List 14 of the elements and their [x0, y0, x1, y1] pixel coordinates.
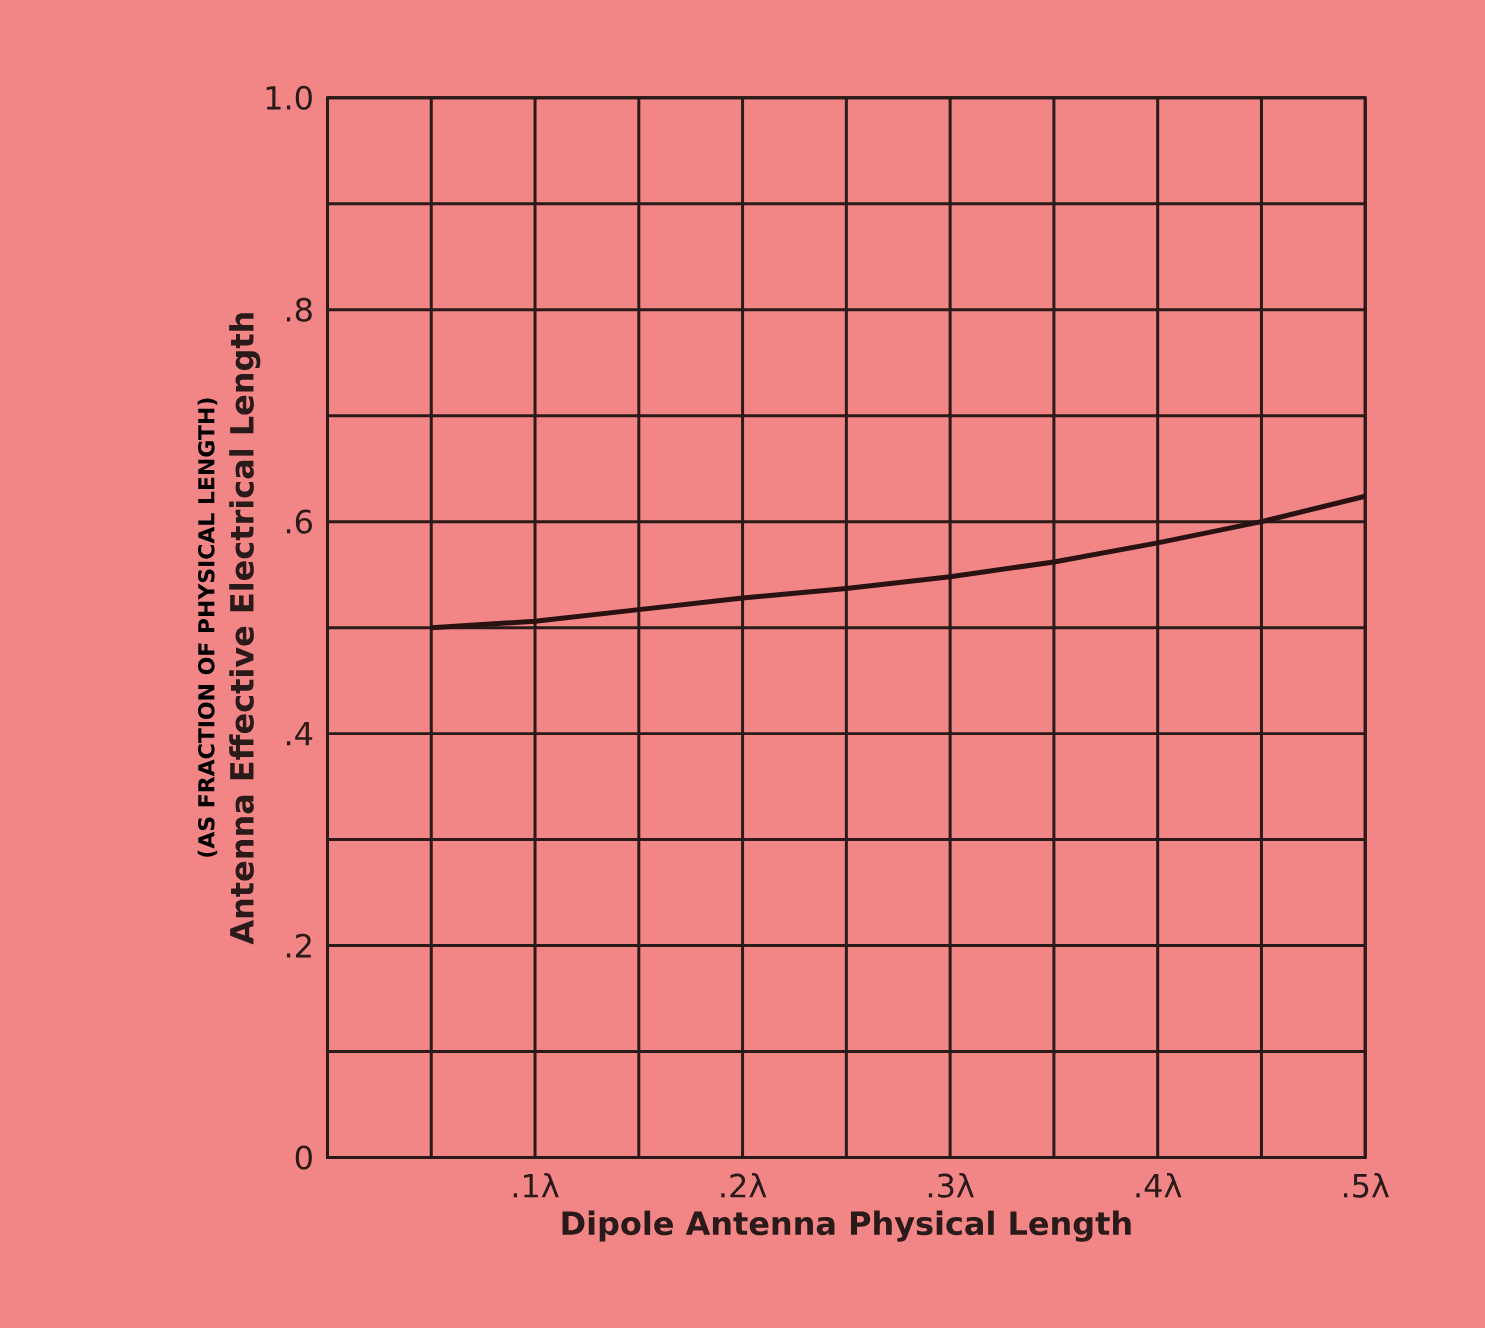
x-tick-label: .3λ [928, 1172, 974, 1198]
text: (AS FRACTION OF PHYSICAL LENGTH) [197, 398, 218, 857]
y-tick-label: .2 [286, 933, 311, 958]
x-tick-label: .2λ [721, 1172, 767, 1198]
x-tick-label: .5λ [1343, 1172, 1389, 1198]
y-tick-label: 0 [295, 1145, 312, 1170]
x-tick-label: .1λ [513, 1172, 559, 1198]
y-axis-title: Antenna Effective Electrical Length [229, 313, 261, 945]
y-tick-label: 1.0 [266, 85, 312, 110]
y-tick-label: .4 [286, 721, 313, 746]
x-tick-label: .4λ [1136, 1172, 1182, 1198]
y-tick-label: .8 [286, 297, 312, 322]
y-tick-label: .6 [286, 509, 312, 534]
x-axis-title: Dipole Antenna Physical Length [562, 1210, 1131, 1242]
